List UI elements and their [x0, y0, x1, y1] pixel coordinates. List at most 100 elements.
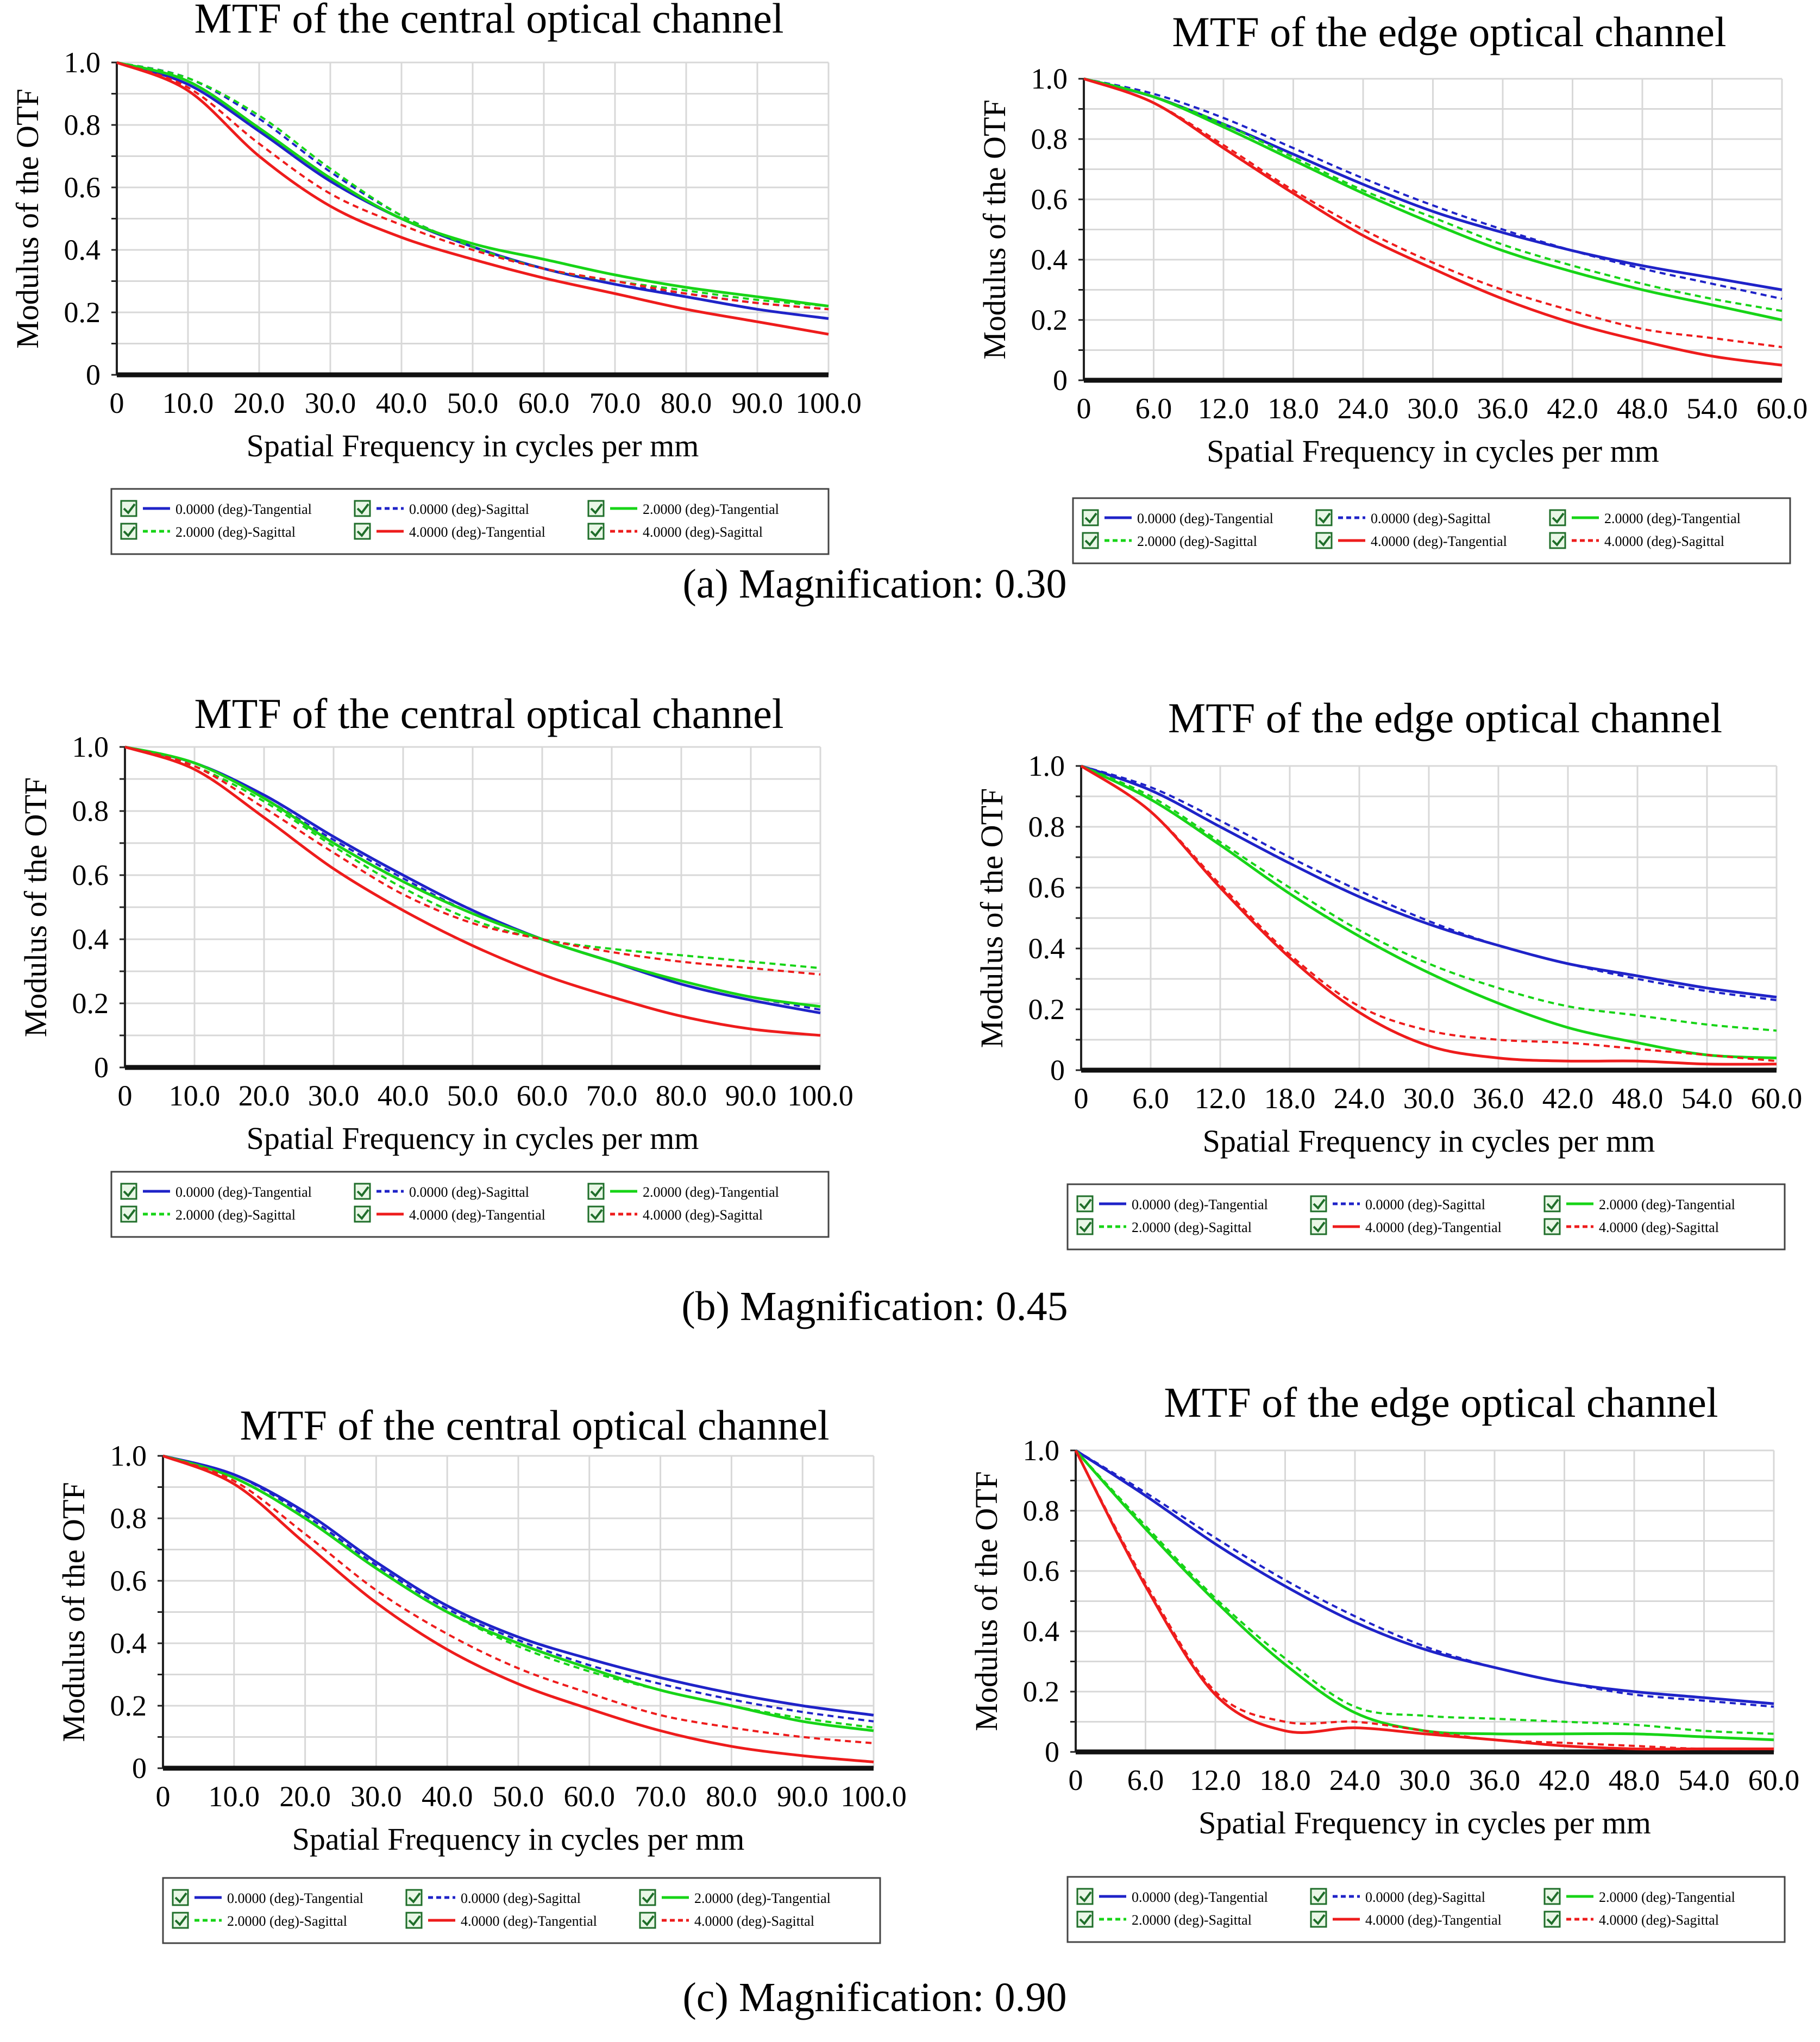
- x-tick-label: 60.0: [517, 1079, 568, 1112]
- chart-left-0: 0 10.0 20.0 30.0 40.0 50.0 60.0 70.0 80.0 90.0 100…: [10, 0, 862, 463]
- legend-label: 0.0000 (deg)-Tangential: [1137, 511, 1273, 526]
- x-tick-label: 54.0: [1686, 392, 1738, 425]
- legend-label: 4.0000 (deg)-Sagittal: [643, 524, 763, 540]
- series-line-4-0000-deg-tangential: [124, 745, 821, 1037]
- chart-left-2: 0 10.0 20.0 30.0 40.0 50.0 60.0 70.0 80.0 90.0 100…: [56, 1402, 907, 1857]
- x-tick-label: 6.0: [1132, 1082, 1169, 1115]
- y-tick-label: 0: [1050, 1054, 1065, 1086]
- x-tick-label: 40.0: [378, 1079, 429, 1112]
- x-tick-label: 48.0: [1612, 1082, 1664, 1115]
- y-tick-label: 0: [86, 359, 101, 391]
- y-axis-label: Modulus of the OTF: [56, 1482, 91, 1742]
- x-tick-label: 100.0: [795, 387, 862, 419]
- x-tick-label: 42.0: [1547, 392, 1598, 425]
- x-tick-label: 36.0: [1469, 1764, 1521, 1796]
- y-tick-label: 0.6: [1028, 871, 1065, 904]
- x-tick-label: 54.0: [1678, 1764, 1730, 1796]
- x-tick-label: 42.0: [1542, 1082, 1594, 1115]
- series-line-4-0000-deg-sagittal: [162, 1455, 874, 1744]
- checkmark-icon: [356, 526, 369, 538]
- legend-label: 4.0000 (deg)-Sagittal: [1599, 1220, 1719, 1235]
- y-tick-label: 0: [1053, 364, 1068, 397]
- legend-label: 2.0000 (deg)-Sagittal: [1137, 533, 1257, 549]
- checkmark-icon: [1552, 512, 1565, 524]
- chart-title: MTF of the edge optical channel: [1168, 694, 1722, 742]
- legend-label: 4.0000 (deg)-Tangential: [1371, 533, 1507, 549]
- checkmark-icon: [1546, 1198, 1559, 1210]
- x-tick-label: 60.0: [1756, 392, 1808, 425]
- checkmark-icon: [1079, 1914, 1092, 1926]
- series-line-0-0000-deg-sagittal: [162, 1455, 874, 1723]
- legend-checkbox-icon: [172, 1889, 189, 1906]
- y-tick-label: 0.6: [1031, 183, 1068, 216]
- series-line-2-0000-deg-tangential: [1075, 1449, 1774, 1742]
- legend-box: [162, 1877, 881, 1944]
- y-tick-label: 0.8: [72, 795, 109, 827]
- chart-title: MTF of the central optical channel: [240, 1402, 829, 1449]
- legend-label: 2.0000 (deg)-Tangential: [1604, 511, 1741, 526]
- y-tick-label: 1.0: [1023, 1434, 1060, 1467]
- legend-label: 2.0000 (deg)-Tangential: [643, 501, 779, 517]
- series-line-2-0000-deg-sagittal: [1081, 765, 1777, 1032]
- legend-label: 0.0000 (deg)-Tangential: [1132, 1197, 1268, 1212]
- checkmark-icon: [1313, 1198, 1326, 1210]
- legend-right-1: 0.0000 (deg)-Tangential 0.0000 (deg)-Sagi…: [1066, 1183, 1786, 1251]
- series-line-0-0000-deg-tangential: [1081, 764, 1777, 999]
- legend-label: 2.0000 (deg)-Tangential: [694, 1890, 831, 1906]
- legend-checkbox-icon: [1543, 1195, 1561, 1212]
- checkmark-icon: [356, 503, 369, 515]
- x-tick-label: 24.0: [1338, 392, 1389, 425]
- legend-label: 0.0000 (deg)-Tangential: [227, 1890, 363, 1906]
- checkmark-icon: [1079, 1221, 1092, 1233]
- legend-label: 0.0000 (deg)-Tangential: [175, 501, 312, 517]
- x-tick-label: 18.0: [1267, 392, 1319, 425]
- checkmark-icon: [174, 1915, 187, 1927]
- series-line-2-0000-deg-tangential: [1080, 764, 1777, 1060]
- x-tick-label: 0: [1069, 1764, 1083, 1796]
- series-line-0-0000-deg-tangential: [116, 61, 829, 320]
- series-line-2-0000-deg-sagittal: [124, 746, 821, 970]
- y-tick-label: 0.2: [1023, 1675, 1060, 1708]
- y-tick-label: 0.2: [64, 296, 101, 329]
- checkmark-icon: [1318, 512, 1331, 524]
- y-tick-label: 0.8: [1023, 1494, 1060, 1527]
- x-axis-label: Spatial Frequency in cycles per mm: [247, 428, 699, 463]
- legend-label: 4.0000 (deg)-Tangential: [1365, 1912, 1502, 1928]
- series-line-2-0000-deg-sagittal: [1075, 1449, 1774, 1735]
- x-axis-label: Spatial Frequency in cycles per mm: [1198, 1805, 1651, 1840]
- y-axis-label: Modulus of the OTF: [10, 89, 45, 349]
- x-axis-label: Spatial Frequency in cycles per mm: [292, 1821, 745, 1857]
- y-tick-label: 0.4: [1023, 1615, 1060, 1648]
- x-tick-label: 42.0: [1539, 1764, 1590, 1796]
- chart-right-0: 0 6.0 12.0 18.0 24.0 30.0 36.0 42.0 48.0 54.0 60.0…: [977, 8, 1808, 469]
- figure-caption: (b) Magnification: 0.45: [681, 1284, 1068, 1329]
- x-tick-label: 24.0: [1334, 1082, 1385, 1115]
- legend-label: 0.0000 (deg)-Sagittal: [1365, 1889, 1485, 1905]
- checkmark-icon: [1546, 1914, 1559, 1926]
- series-line-0-0000-deg-sagittal: [1075, 1449, 1774, 1708]
- legend-label: 4.0000 (deg)-Sagittal: [1599, 1912, 1719, 1928]
- x-tick-label: 0: [1074, 1082, 1089, 1115]
- x-tick-label: 100.0: [787, 1079, 853, 1112]
- x-tick-label: 20.0: [239, 1079, 290, 1112]
- y-tick-label: 0.4: [1031, 243, 1068, 276]
- legend-label: 4.0000 (deg)-Sagittal: [694, 1913, 814, 1929]
- legend-box: [110, 488, 830, 555]
- legend-label: 4.0000 (deg)-Tangential: [409, 524, 545, 540]
- y-tick-label: 0.8: [110, 1502, 147, 1535]
- chart-title: MTF of the edge optical channel: [1164, 1379, 1718, 1426]
- legend-box: [110, 1171, 830, 1238]
- legend-label: 2.0000 (deg)-Sagittal: [1132, 1220, 1252, 1235]
- x-tick-label: 60.0: [1748, 1764, 1800, 1796]
- series-line-4-0000-deg-sagittal: [116, 61, 829, 311]
- legend-left-2: 0.0000 (deg)-Tangential 0.0000 (deg)-Sagi…: [162, 1877, 881, 1944]
- series-line-0-0000-deg-sagittal: [1083, 78, 1783, 300]
- legend-label: 2.0000 (deg)-Sagittal: [175, 1207, 296, 1223]
- checkmark-icon: [123, 503, 136, 515]
- series-line-4-0000-deg-sagittal: [1083, 78, 1783, 348]
- y-tick-label: 1.0: [110, 1440, 147, 1472]
- series-line-4-0000-deg-tangential: [1080, 764, 1777, 1066]
- y-tick-label: 1.0: [72, 731, 109, 763]
- x-tick-label: 30.0: [1403, 1082, 1455, 1115]
- x-tick-label: 60.0: [564, 1780, 616, 1813]
